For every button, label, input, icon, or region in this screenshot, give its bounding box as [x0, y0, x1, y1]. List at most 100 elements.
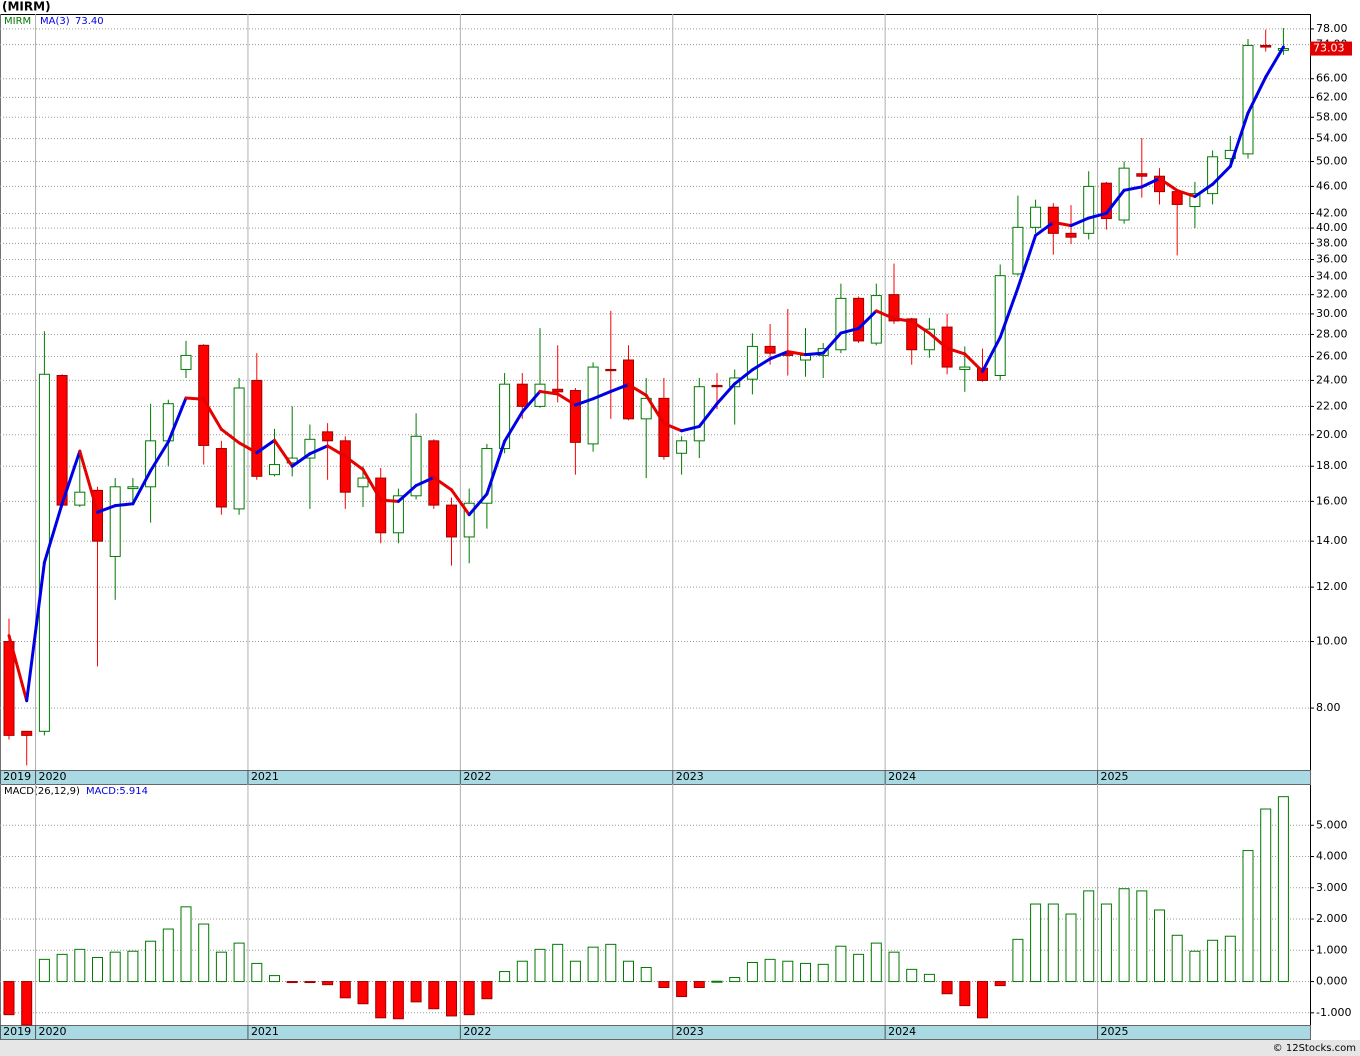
ma-segment — [1104, 188, 1126, 215]
x-tick-label: 2024 — [888, 1025, 916, 1038]
y-tick-label: 66.00 — [1316, 72, 1348, 85]
macd-bar — [463, 981, 475, 1016]
y-tick-label: 78.00 — [1316, 22, 1348, 35]
macd-bar — [1277, 796, 1289, 983]
macd-bar — [1065, 913, 1077, 983]
macd-bar — [215, 951, 227, 983]
x-tick-label: 2023 — [676, 770, 704, 783]
candle-body — [870, 295, 882, 344]
macd-bar — [1171, 934, 1183, 983]
macd-bar — [711, 980, 723, 983]
ma-segment — [308, 444, 330, 456]
last-price-box — [1310, 41, 1352, 56]
macd-bar — [1083, 890, 1095, 983]
ma-segment — [396, 484, 418, 503]
macd-bar — [392, 981, 404, 1020]
ma-segment — [981, 335, 1002, 373]
macd-bar — [74, 948, 86, 983]
ma-segment — [680, 424, 701, 433]
macd-bar — [817, 963, 829, 983]
candle-body — [56, 375, 68, 506]
x-tick-label: 2022 — [463, 1025, 491, 1038]
ma-segment — [963, 352, 984, 373]
macd-bar — [1224, 935, 1236, 983]
macd-bar — [923, 973, 935, 983]
ma-segment — [78, 449, 99, 514]
macd-bar — [92, 956, 103, 983]
candle-body — [959, 366, 971, 370]
ma-segment — [450, 488, 471, 517]
legend-symbol: MIRM — [4, 16, 31, 27]
macd-bar — [534, 948, 546, 983]
macd-bar — [446, 981, 457, 1017]
macd-bar — [162, 928, 174, 983]
candle-body — [1047, 206, 1059, 234]
candle-body — [428, 440, 440, 506]
candle-body — [21, 730, 33, 736]
candle-body — [605, 368, 617, 372]
macd-bar — [800, 962, 811, 983]
candle-body — [109, 486, 121, 557]
macd-bar — [410, 981, 422, 1003]
y-tick-label: -1.000 — [1316, 1006, 1351, 1019]
x-tick-label: 2023 — [676, 1025, 704, 1038]
candle-body — [215, 448, 227, 508]
footer: © 12Stocks.com — [1273, 1043, 1356, 1054]
macd-bar — [499, 971, 511, 983]
macd-bar — [1207, 939, 1219, 983]
candle-body — [764, 345, 776, 354]
macd-bar — [941, 981, 953, 995]
macd-bar — [729, 976, 741, 983]
macd-bar — [746, 961, 758, 983]
ma-segment — [1140, 177, 1161, 189]
candle-body — [1083, 185, 1095, 234]
macd-bar — [375, 981, 387, 1019]
macd-bar — [1030, 903, 1042, 983]
macd-bar — [21, 981, 33, 1026]
candle-body — [623, 359, 634, 420]
ma-segment — [804, 351, 825, 357]
macd-bar — [888, 951, 900, 983]
x-tick-label: 2020 — [39, 1025, 67, 1038]
ma-segment — [945, 346, 967, 356]
candle-body — [516, 383, 528, 407]
ma-segment — [821, 331, 843, 355]
y-tick-label: 22.00 — [1316, 399, 1348, 412]
macd-bar — [286, 981, 298, 984]
macd-bar — [145, 940, 157, 983]
ma-segment — [1228, 111, 1250, 168]
ma-segment — [715, 382, 737, 406]
ma-segment — [7, 634, 29, 703]
candle-body — [1189, 193, 1201, 208]
candle-body — [74, 491, 86, 506]
macd-bar — [782, 960, 794, 983]
candle-body — [711, 384, 723, 388]
macd-bar — [1100, 903, 1112, 983]
y-tick-label: 32.00 — [1316, 288, 1348, 301]
candle-body — [499, 383, 511, 450]
macd-bar — [1154, 909, 1165, 983]
macd-bar — [569, 960, 581, 983]
macd-bar — [233, 942, 245, 983]
x-tick-label: 2022 — [463, 770, 491, 783]
candle-body — [1207, 156, 1219, 195]
y-tick-label: 54.00 — [1316, 132, 1348, 145]
macd-bar — [38, 958, 50, 983]
macd-bar — [959, 981, 971, 1007]
y-tick-label: 5.000 — [1316, 818, 1348, 831]
ma-segment — [273, 438, 294, 468]
ma-segment — [591, 389, 613, 401]
candle-body — [1118, 167, 1130, 221]
ma-segment — [25, 561, 46, 703]
candle-body — [180, 354, 192, 370]
macd-bar — [640, 966, 652, 983]
ma-segment — [149, 440, 170, 473]
macd-bar — [1189, 950, 1201, 983]
y-tick-label: 14.00 — [1316, 534, 1348, 547]
macd-bar — [357, 981, 369, 1005]
ma-segment — [343, 454, 365, 472]
ma-segment — [609, 383, 630, 393]
ma-segment — [556, 392, 577, 407]
candle-body — [658, 397, 670, 457]
y-tick-label: 0.000 — [1316, 975, 1348, 988]
